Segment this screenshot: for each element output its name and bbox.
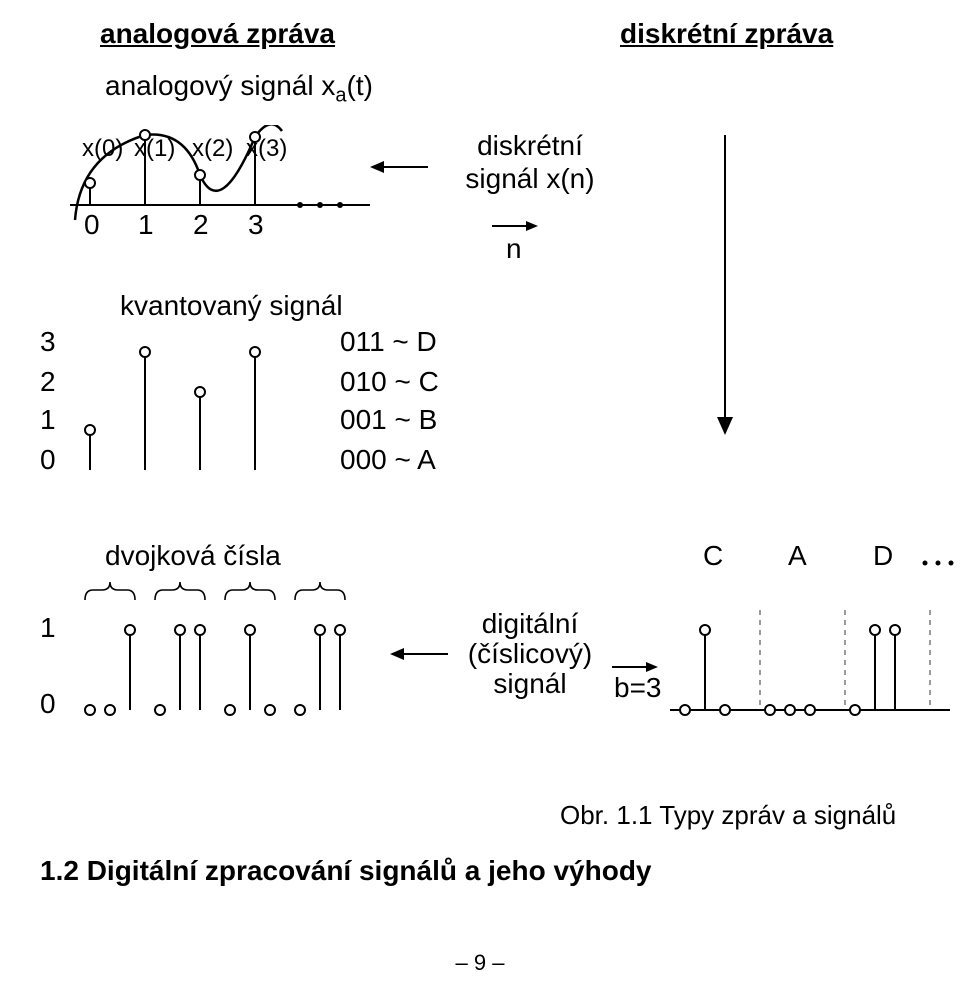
x0-label: x(0)	[82, 135, 123, 163]
x2-label: x(2)	[192, 135, 233, 163]
analog-signal-tail: (t)	[347, 70, 373, 101]
quant-m1: 001 ~ B	[340, 404, 437, 436]
right-binary-chart	[670, 600, 960, 730]
quant-label: kvantovaný signál	[120, 290, 343, 322]
bin-y0: 0	[40, 688, 56, 720]
quant-y1: 1	[40, 404, 56, 436]
letter-A: A	[788, 540, 807, 572]
analog-signal-label: analogový signál xa(t)	[105, 70, 373, 108]
heading-analog: analogová zpráva	[100, 18, 335, 50]
x1-label: x(1)	[134, 135, 175, 163]
t1-label: 1	[138, 209, 154, 241]
b-label: b=3	[614, 672, 662, 704]
binary-label: dvojková čísla	[105, 540, 281, 572]
analog-signal-text: analogový signál x	[105, 70, 335, 101]
page-number: – 9 –	[0, 950, 960, 976]
figure-caption: Obr. 1.1 Typy zpráv a signálů	[560, 800, 896, 831]
binary-chart	[70, 600, 390, 730]
quant-m2: 010 ~ C	[340, 366, 439, 398]
dots-right	[920, 558, 960, 568]
t2-label: 2	[193, 209, 209, 241]
digital-sig-1: digitální	[455, 608, 605, 640]
quant-y2: 2	[40, 366, 56, 398]
n-label: n	[506, 233, 522, 265]
heading-discrete: diskrétní zpráva	[620, 18, 833, 50]
quant-y0: 0	[40, 444, 56, 476]
quant-y3: 3	[40, 326, 56, 358]
quant-chart	[70, 320, 330, 510]
digital-sig-2: (číslicový)	[455, 638, 605, 670]
analog-signal-sub: a	[335, 85, 346, 107]
bin-y1: 1	[40, 612, 56, 644]
quant-m0: 000 ~ A	[340, 444, 436, 476]
x3-label: x(3)	[246, 135, 287, 163]
t3-label: 3	[248, 209, 264, 241]
arrow-left-2	[390, 644, 450, 664]
letter-C: C	[703, 540, 723, 572]
letter-D: D	[873, 540, 893, 572]
discrete-signal-label-2: signál x(n)	[440, 163, 620, 195]
discrete-signal-label-1: diskrétní	[440, 130, 620, 162]
digital-sig-3: signál	[455, 668, 605, 700]
section-heading: 1.2 Digitální zpracování signálů a jeho …	[40, 855, 652, 887]
arrow-left-1	[370, 157, 430, 177]
quant-m3: 011 ~ D	[340, 326, 437, 358]
t0-label: 0	[84, 209, 100, 241]
